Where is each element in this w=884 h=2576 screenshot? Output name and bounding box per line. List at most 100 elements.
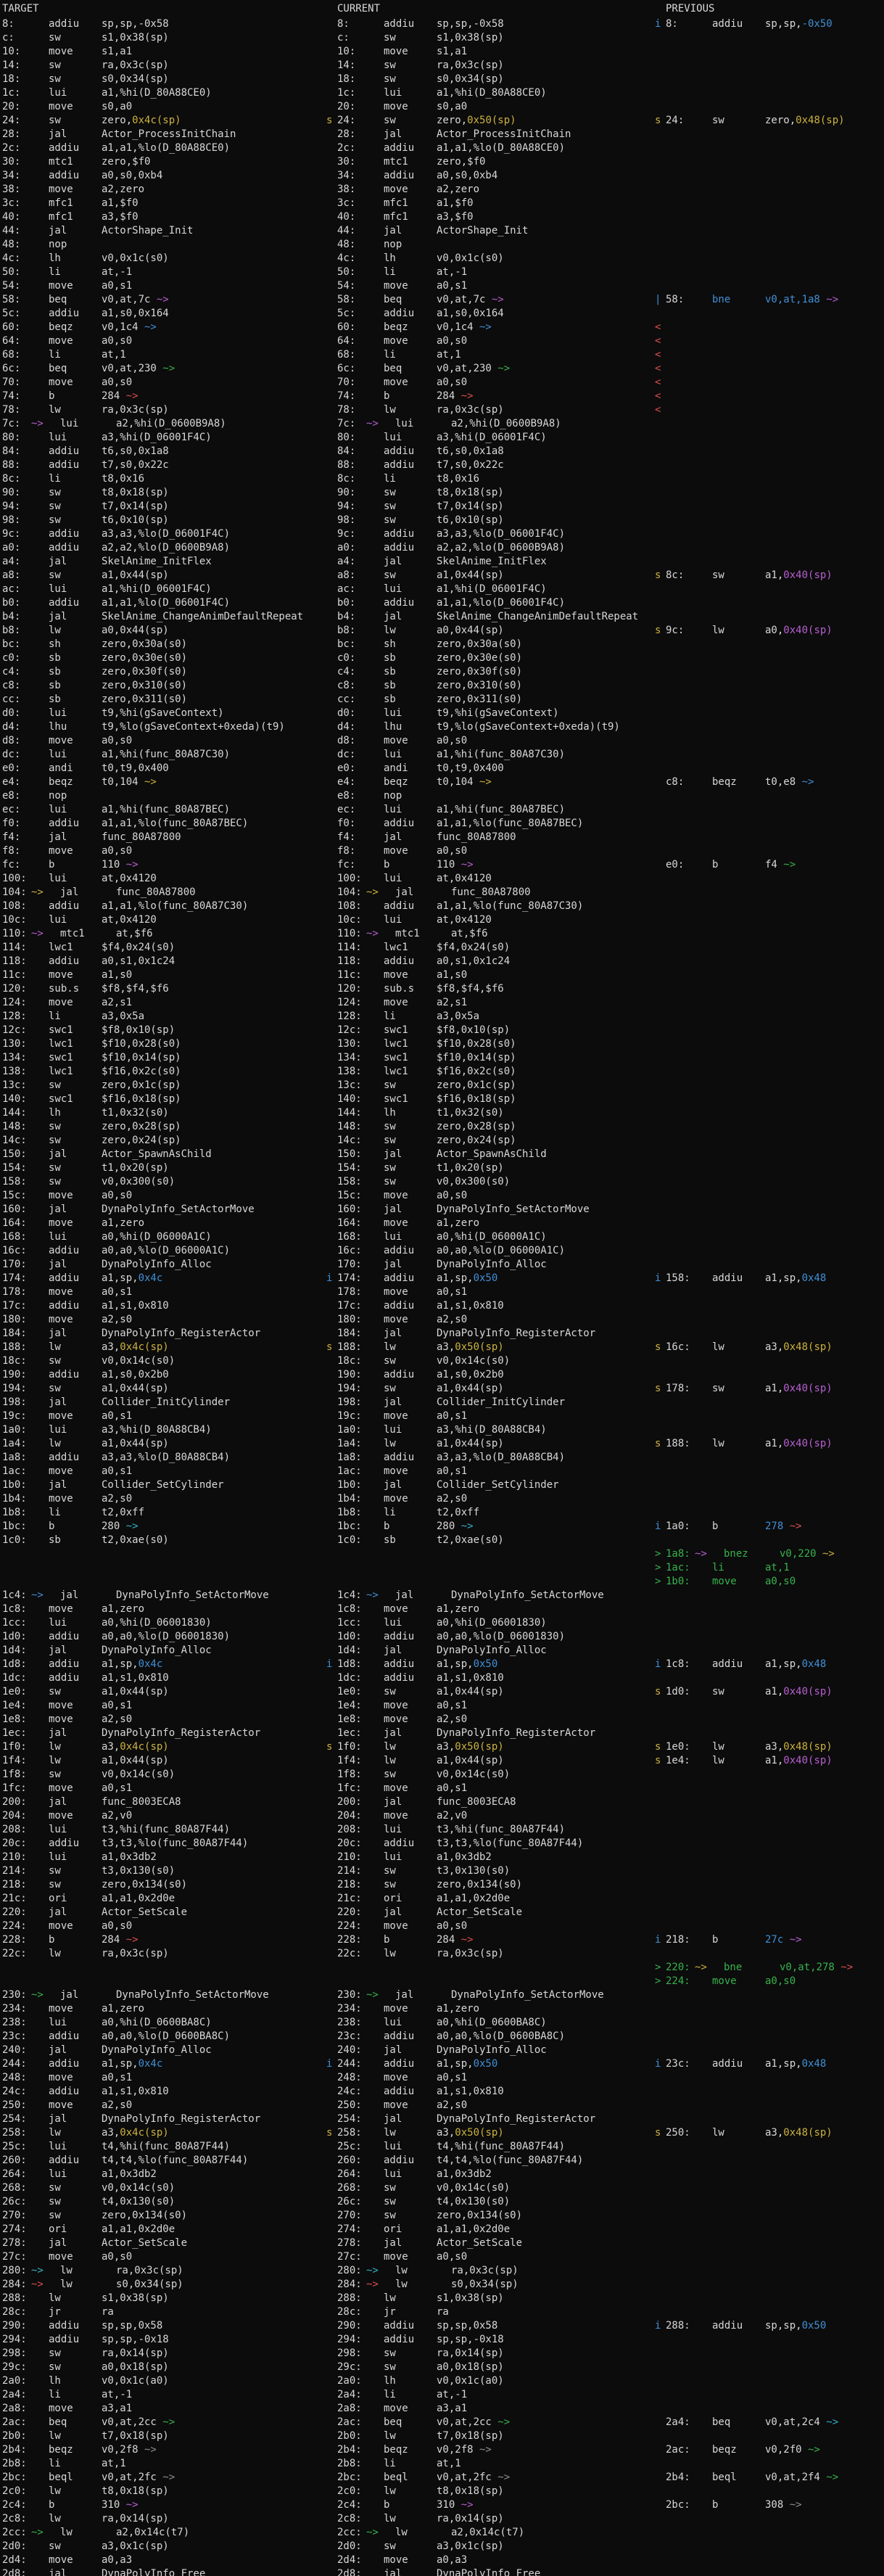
instruction-operands: t0,t9,0x400 [102, 762, 169, 775]
instruction-address: c8: [666, 776, 685, 788]
operand: a1,s1,0x810 [437, 1672, 504, 1684]
instruction-mnemonic: addiu [384, 445, 415, 457]
instruction-operands: Collider_InitCylinder [102, 1396, 230, 1410]
operand: v0,at,7c [437, 294, 486, 305]
instruction-operands: a3,%hi(D_80A88CB4) [102, 1423, 212, 1437]
operand: a2,s0 [102, 1314, 133, 1325]
instruction-operands: a0,s1 [102, 1285, 132, 1299]
instruction-operands: a1,sp,0x4c [102, 1658, 162, 1671]
operand: a1,$f0 [437, 197, 474, 209]
instruction-mnemonic: jal [49, 2113, 67, 2125]
instruction-mnemonic: move [49, 1493, 73, 1505]
instruction-address: 24: [2, 115, 21, 126]
instruction-operands: func_80A87800 [437, 831, 516, 844]
instruction-mnemonic: b [384, 1521, 390, 1532]
instruction-address: c8: [337, 680, 356, 691]
instruction-address: d0: [2, 707, 21, 719]
instruction-address: 54: [2, 280, 21, 292]
instruction-mnemonic: lui [49, 873, 67, 884]
instruction-address: 16c: [666, 1341, 690, 1353]
instruction-mnemonic: move [384, 101, 408, 112]
instruction-operands: a1,a1,%lo(D_80A88CE0) [102, 141, 230, 155]
instruction-operands: DynaPolyInfo_Free [102, 2567, 205, 2576]
instruction-operands: a0,s0 [102, 844, 132, 858]
instruction-mnemonic: lh [49, 252, 61, 264]
instruction-operands: t7,s0,0x22c [437, 458, 504, 472]
instruction-mnemonic: move [384, 280, 408, 292]
operand: a0,s1,0x1c24 [437, 955, 511, 967]
instruction-mnemonic: sub.s [384, 983, 415, 995]
instruction-operands: a0,s0 [437, 734, 467, 748]
instruction-mnemonic: addiu [384, 308, 415, 319]
operand: t4,%hi(func_80A87F44) [437, 2141, 566, 2152]
operand: a1,zero [437, 1603, 480, 1615]
instruction-address: 224: [337, 1920, 362, 1932]
instruction-operands: DynaPolyInfo_SetActorMove [437, 1203, 590, 1217]
instruction-mnemonic: sw [384, 1135, 396, 1146]
instruction-operands: a1,s0 [437, 968, 467, 982]
instruction-mnemonic: sh [49, 638, 61, 650]
instruction-operands: a0,0x40(sp) [765, 624, 833, 638]
instruction-address: 298: [2, 2347, 27, 2359]
instruction-operands: a1,0x40(sp) [765, 1382, 833, 1396]
instruction-mnemonic: addiu [712, 18, 743, 30]
instruction-operands: s0,0x34(sp) [437, 73, 504, 86]
instruction-operands: 280 ~> [102, 1520, 139, 1534]
branch-target-arrow-icon: ~> [31, 928, 44, 939]
instruction-mnemonic: addiu [712, 1272, 743, 1284]
instruction-address: 260: [2, 2155, 27, 2166]
operand: DynaPolyInfo_RegisterActor [437, 1727, 596, 1739]
instruction-address: 2c4: [337, 2499, 362, 2511]
instruction-mnemonic: lui [49, 583, 67, 595]
instruction-address: 284: [2, 2279, 27, 2290]
instruction-address: 218: [337, 1879, 362, 1890]
operand: s1,0x38(sp) [102, 32, 169, 44]
instruction-mnemonic: addiu [384, 542, 415, 554]
branch-arrow-icon: ~> [120, 1934, 139, 1946]
instruction-mnemonic: beq [49, 294, 67, 305]
instruction-operands: a2,a2,%lo(D_0600B9A8) [437, 541, 565, 555]
instruction-operands: a1,%hi(func_80A87C30) [102, 748, 230, 762]
operand: t6,0x10(sp) [437, 514, 504, 526]
operand: DynaPolyInfo_SetActorMove [451, 1589, 604, 1601]
instruction-mnemonic: sb [49, 652, 61, 664]
instruction-operands: a0,s1 [102, 1410, 132, 1423]
instruction-mnemonic: jr [49, 2306, 61, 2318]
instruction-address: cc: [2, 694, 21, 705]
operand: zero,0x24(sp) [102, 1135, 181, 1146]
instruction-address: 268: [337, 2182, 362, 2194]
instruction-address: 14: [337, 59, 356, 71]
operand: $f16,0x18(sp) [437, 1093, 516, 1105]
instruction-operands: ra,0x14(sp) [437, 2347, 504, 2361]
instruction-operands: sp,sp,-0x18 [102, 2333, 169, 2347]
operand: a3,a3,%lo(D_06001F4C) [437, 528, 566, 540]
instruction-operands: v0,0x14c(s0) [102, 1354, 175, 1368]
instruction-mnemonic: sw [49, 1383, 61, 1394]
instruction-address: 180: [337, 1314, 362, 1325]
branch-target-arrow-icon: ~> [366, 1589, 379, 1601]
instruction-operands: func_8003ECA8 [102, 1795, 181, 1809]
instruction-address: 98: [2, 514, 21, 526]
instruction-address: a8: [2, 569, 21, 581]
instruction-address: 2d4: [2, 2554, 27, 2566]
instruction-operands: a1,s1,0x810 [437, 2085, 504, 2099]
operand: a3, [437, 2127, 455, 2139]
operand: ra,0x3c(sp) [102, 1948, 169, 1959]
operand: a1,a1,0x2d0e [437, 1893, 511, 1904]
operand: t1,0x20(sp) [102, 1162, 169, 1174]
operand: at,0x4120 [102, 873, 157, 884]
operand: t7,s0,0x22c [437, 459, 504, 471]
instruction-mnemonic: move [49, 1410, 73, 1422]
instruction-address: 2ac: [2, 2416, 27, 2428]
operand: a3, [102, 2127, 120, 2139]
operand: $f10,0x28(s0) [437, 1038, 516, 1050]
operand: a3,$f0 [102, 211, 139, 223]
instruction-mnemonic: li [49, 2389, 61, 2400]
instruction-mnemonic: jal [384, 128, 402, 140]
diff-flag: > [655, 1548, 661, 1560]
instruction-operands: zero,0x30e(s0) [437, 651, 522, 665]
diff-flag: i [655, 18, 661, 30]
instruction-mnemonic: move [384, 997, 408, 1008]
instruction-operands: t3,%hi(func_80A87F44) [437, 1823, 565, 1837]
instruction-operands: v0,0x300(s0) [102, 1175, 175, 1189]
